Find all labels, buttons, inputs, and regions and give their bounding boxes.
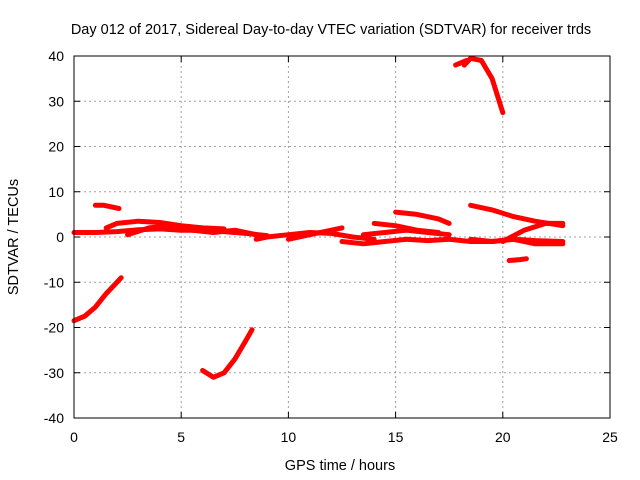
x-tick-label: 25	[602, 429, 618, 445]
y-axis-label: SDTVAR / TECUs	[6, 179, 22, 295]
series-line-arc-12	[360, 227, 452, 238]
y-tick-label: -30	[44, 365, 64, 381]
series-line-arc-5	[125, 223, 259, 238]
x-tick-label: 10	[281, 429, 297, 445]
x-tick-label: 15	[388, 429, 404, 445]
x-tick-label: 5	[177, 429, 185, 445]
y-tick-label: 0	[56, 229, 64, 245]
ticks: 0 5 10 15 20 25 -40 -30 -20 -10 0 10 20 30 40	[44, 48, 618, 445]
series-line-arc-14	[453, 58, 469, 68]
series-group	[71, 55, 566, 380]
series-line-arc-2	[92, 202, 122, 211]
series-line-arc-1	[71, 275, 124, 324]
y-tick-label: 40	[48, 48, 64, 64]
series-line-arc-18	[468, 236, 566, 247]
series-line-arc-8	[285, 225, 345, 242]
x-axis-label: GPS time / hours	[285, 458, 395, 474]
y-tick-label: -40	[44, 410, 64, 426]
chart-title: Day 012 of 2017, Sidereal Day-to-day VTE…	[71, 22, 591, 38]
y-tick-label: 20	[48, 139, 64, 155]
series-line-arc-6	[200, 327, 255, 380]
y-tick-label: -20	[44, 320, 64, 336]
series-line-arc-17	[506, 256, 529, 263]
series-line-arc-16	[500, 220, 566, 244]
x-tick-label: 0	[70, 429, 78, 445]
y-tick-label: -10	[44, 274, 64, 290]
series-line-arc-4	[103, 218, 227, 232]
x-tick-label: 20	[495, 429, 511, 445]
y-tick-label: 10	[48, 184, 64, 200]
series-line-arc-11	[393, 209, 452, 226]
y-tick-label: 30	[48, 93, 64, 109]
